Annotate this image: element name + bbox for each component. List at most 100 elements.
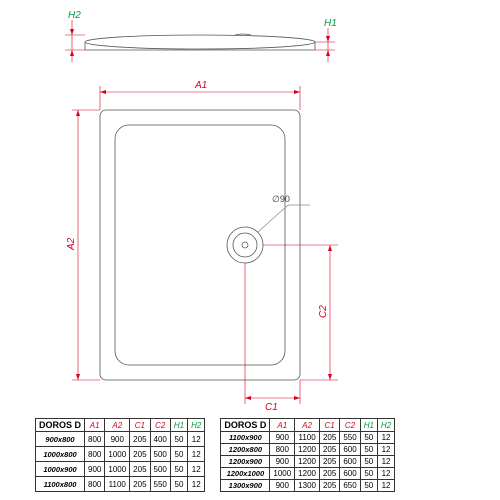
header-c1: C1 xyxy=(319,419,339,432)
dim-h1: H1 xyxy=(315,18,337,62)
cell-value: 12 xyxy=(377,432,394,444)
cell-value: 400 xyxy=(150,432,170,447)
cell-value: 1000 xyxy=(270,468,295,480)
table-row: 1200x90090012002056005012 xyxy=(221,456,395,468)
cell-value: 12 xyxy=(377,468,394,480)
dim-h2: H2 xyxy=(65,10,85,62)
cell-value: 50 xyxy=(360,432,377,444)
cell-value: 900 xyxy=(270,480,295,492)
table-row: 1100x80080011002055505012 xyxy=(36,477,205,492)
header-a2: A2 xyxy=(105,419,130,432)
label-c1: C1 xyxy=(265,402,278,413)
table-row: 1300x90090013002056505012 xyxy=(221,480,395,492)
cell-model: 1000x800 xyxy=(36,447,85,462)
cell-value: 205 xyxy=(319,468,339,480)
header-c2: C2 xyxy=(150,419,170,432)
header-a2: A2 xyxy=(295,419,320,432)
cell-value: 550 xyxy=(340,432,360,444)
cell-value: 650 xyxy=(340,480,360,492)
label-c2: C2 xyxy=(318,305,329,318)
cell-value: 900 xyxy=(85,462,105,477)
cell-value: 50 xyxy=(360,468,377,480)
cell-model: 1000x900 xyxy=(36,462,85,477)
label-a2: A2 xyxy=(66,237,77,251)
cell-value: 1200 xyxy=(295,444,320,456)
cell-value: 50 xyxy=(360,456,377,468)
header-h1: H1 xyxy=(170,419,187,432)
cell-value: 800 xyxy=(270,444,295,456)
cell-value: 205 xyxy=(130,462,150,477)
cell-value: 500 xyxy=(150,462,170,477)
cell-value: 205 xyxy=(319,444,339,456)
cell-model: 1100x900 xyxy=(221,432,270,444)
label-h1: H1 xyxy=(324,18,337,29)
cell-value: 12 xyxy=(377,480,394,492)
dim-a1: A1 xyxy=(100,80,300,110)
cell-value: 500 xyxy=(150,447,170,462)
cell-value: 800 xyxy=(85,447,105,462)
cell-model: 1200x800 xyxy=(221,444,270,456)
cell-value: 1200 xyxy=(295,456,320,468)
cell-value: 600 xyxy=(340,444,360,456)
cell-model: 1100x800 xyxy=(36,477,85,492)
cell-value: 50 xyxy=(360,444,377,456)
header-c2: C2 xyxy=(340,419,360,432)
header-a1: A1 xyxy=(85,419,105,432)
cell-value: 205 xyxy=(319,456,339,468)
cell-value: 50 xyxy=(170,432,187,447)
label-a1: A1 xyxy=(194,80,207,91)
cell-value: 1200 xyxy=(295,468,320,480)
table-2: DOROS DA1A2C1C2H1H2 1100x900900110020555… xyxy=(220,418,395,492)
cell-value: 600 xyxy=(340,468,360,480)
cell-model: 1300x900 xyxy=(221,480,270,492)
cell-value: 900 xyxy=(270,456,295,468)
cell-value: 1100 xyxy=(105,477,130,492)
drain-label: ∅90 xyxy=(272,194,290,204)
dim-c2: C2 xyxy=(263,245,338,380)
cell-value: 12 xyxy=(377,456,394,468)
table-row: 1200x1000100012002056005012 xyxy=(221,468,395,480)
cell-value: 12 xyxy=(188,432,205,447)
cell-value: 205 xyxy=(130,432,150,447)
cell-value: 12 xyxy=(188,462,205,477)
table-row: 1000x80080010002055005012 xyxy=(36,447,205,462)
cell-model: 900x800 xyxy=(36,432,85,447)
table-row: 900x8008009002054005012 xyxy=(36,432,205,447)
header-h1: H1 xyxy=(360,419,377,432)
header-model: DOROS D xyxy=(36,419,85,432)
dim-a2: A2 xyxy=(66,110,100,380)
dim-c1: C1 xyxy=(245,263,300,413)
cell-value: 1100 xyxy=(295,432,320,444)
spec-tables: DOROS DA1A2C1C2H1H2 900x8008009002054005… xyxy=(35,418,395,492)
profile-view xyxy=(85,34,315,50)
cell-value: 1000 xyxy=(105,462,130,477)
cell-value: 205 xyxy=(130,477,150,492)
cell-value: 205 xyxy=(130,447,150,462)
cell-value: 205 xyxy=(319,480,339,492)
table-row: 1200x80080012002056005012 xyxy=(221,444,395,456)
header-h2: H2 xyxy=(377,419,394,432)
cell-value: 900 xyxy=(270,432,295,444)
drawing: H2 H1 A1 ∅90 A2 xyxy=(0,0,500,420)
cell-value: 600 xyxy=(340,456,360,468)
cell-value: 12 xyxy=(188,477,205,492)
cell-value: 1000 xyxy=(105,447,130,462)
table-1: DOROS DA1A2C1C2H1H2 900x8008009002054005… xyxy=(35,418,205,492)
cell-model: 1200x1000 xyxy=(221,468,270,480)
cell-value: 1300 xyxy=(295,480,320,492)
cell-value: 50 xyxy=(360,480,377,492)
table-row: 1100x90090011002055505012 xyxy=(221,432,395,444)
header-a1: A1 xyxy=(270,419,295,432)
cell-value: 205 xyxy=(319,432,339,444)
cell-value: 50 xyxy=(170,447,187,462)
cell-value: 12 xyxy=(188,447,205,462)
cell-value: 900 xyxy=(105,432,130,447)
cell-value: 550 xyxy=(150,477,170,492)
cell-value: 50 xyxy=(170,462,187,477)
cell-value: 800 xyxy=(85,477,105,492)
header-c1: C1 xyxy=(130,419,150,432)
header-model: DOROS D xyxy=(221,419,270,432)
cell-model: 1200x900 xyxy=(221,456,270,468)
cell-value: 50 xyxy=(170,477,187,492)
label-h2: H2 xyxy=(68,10,81,21)
